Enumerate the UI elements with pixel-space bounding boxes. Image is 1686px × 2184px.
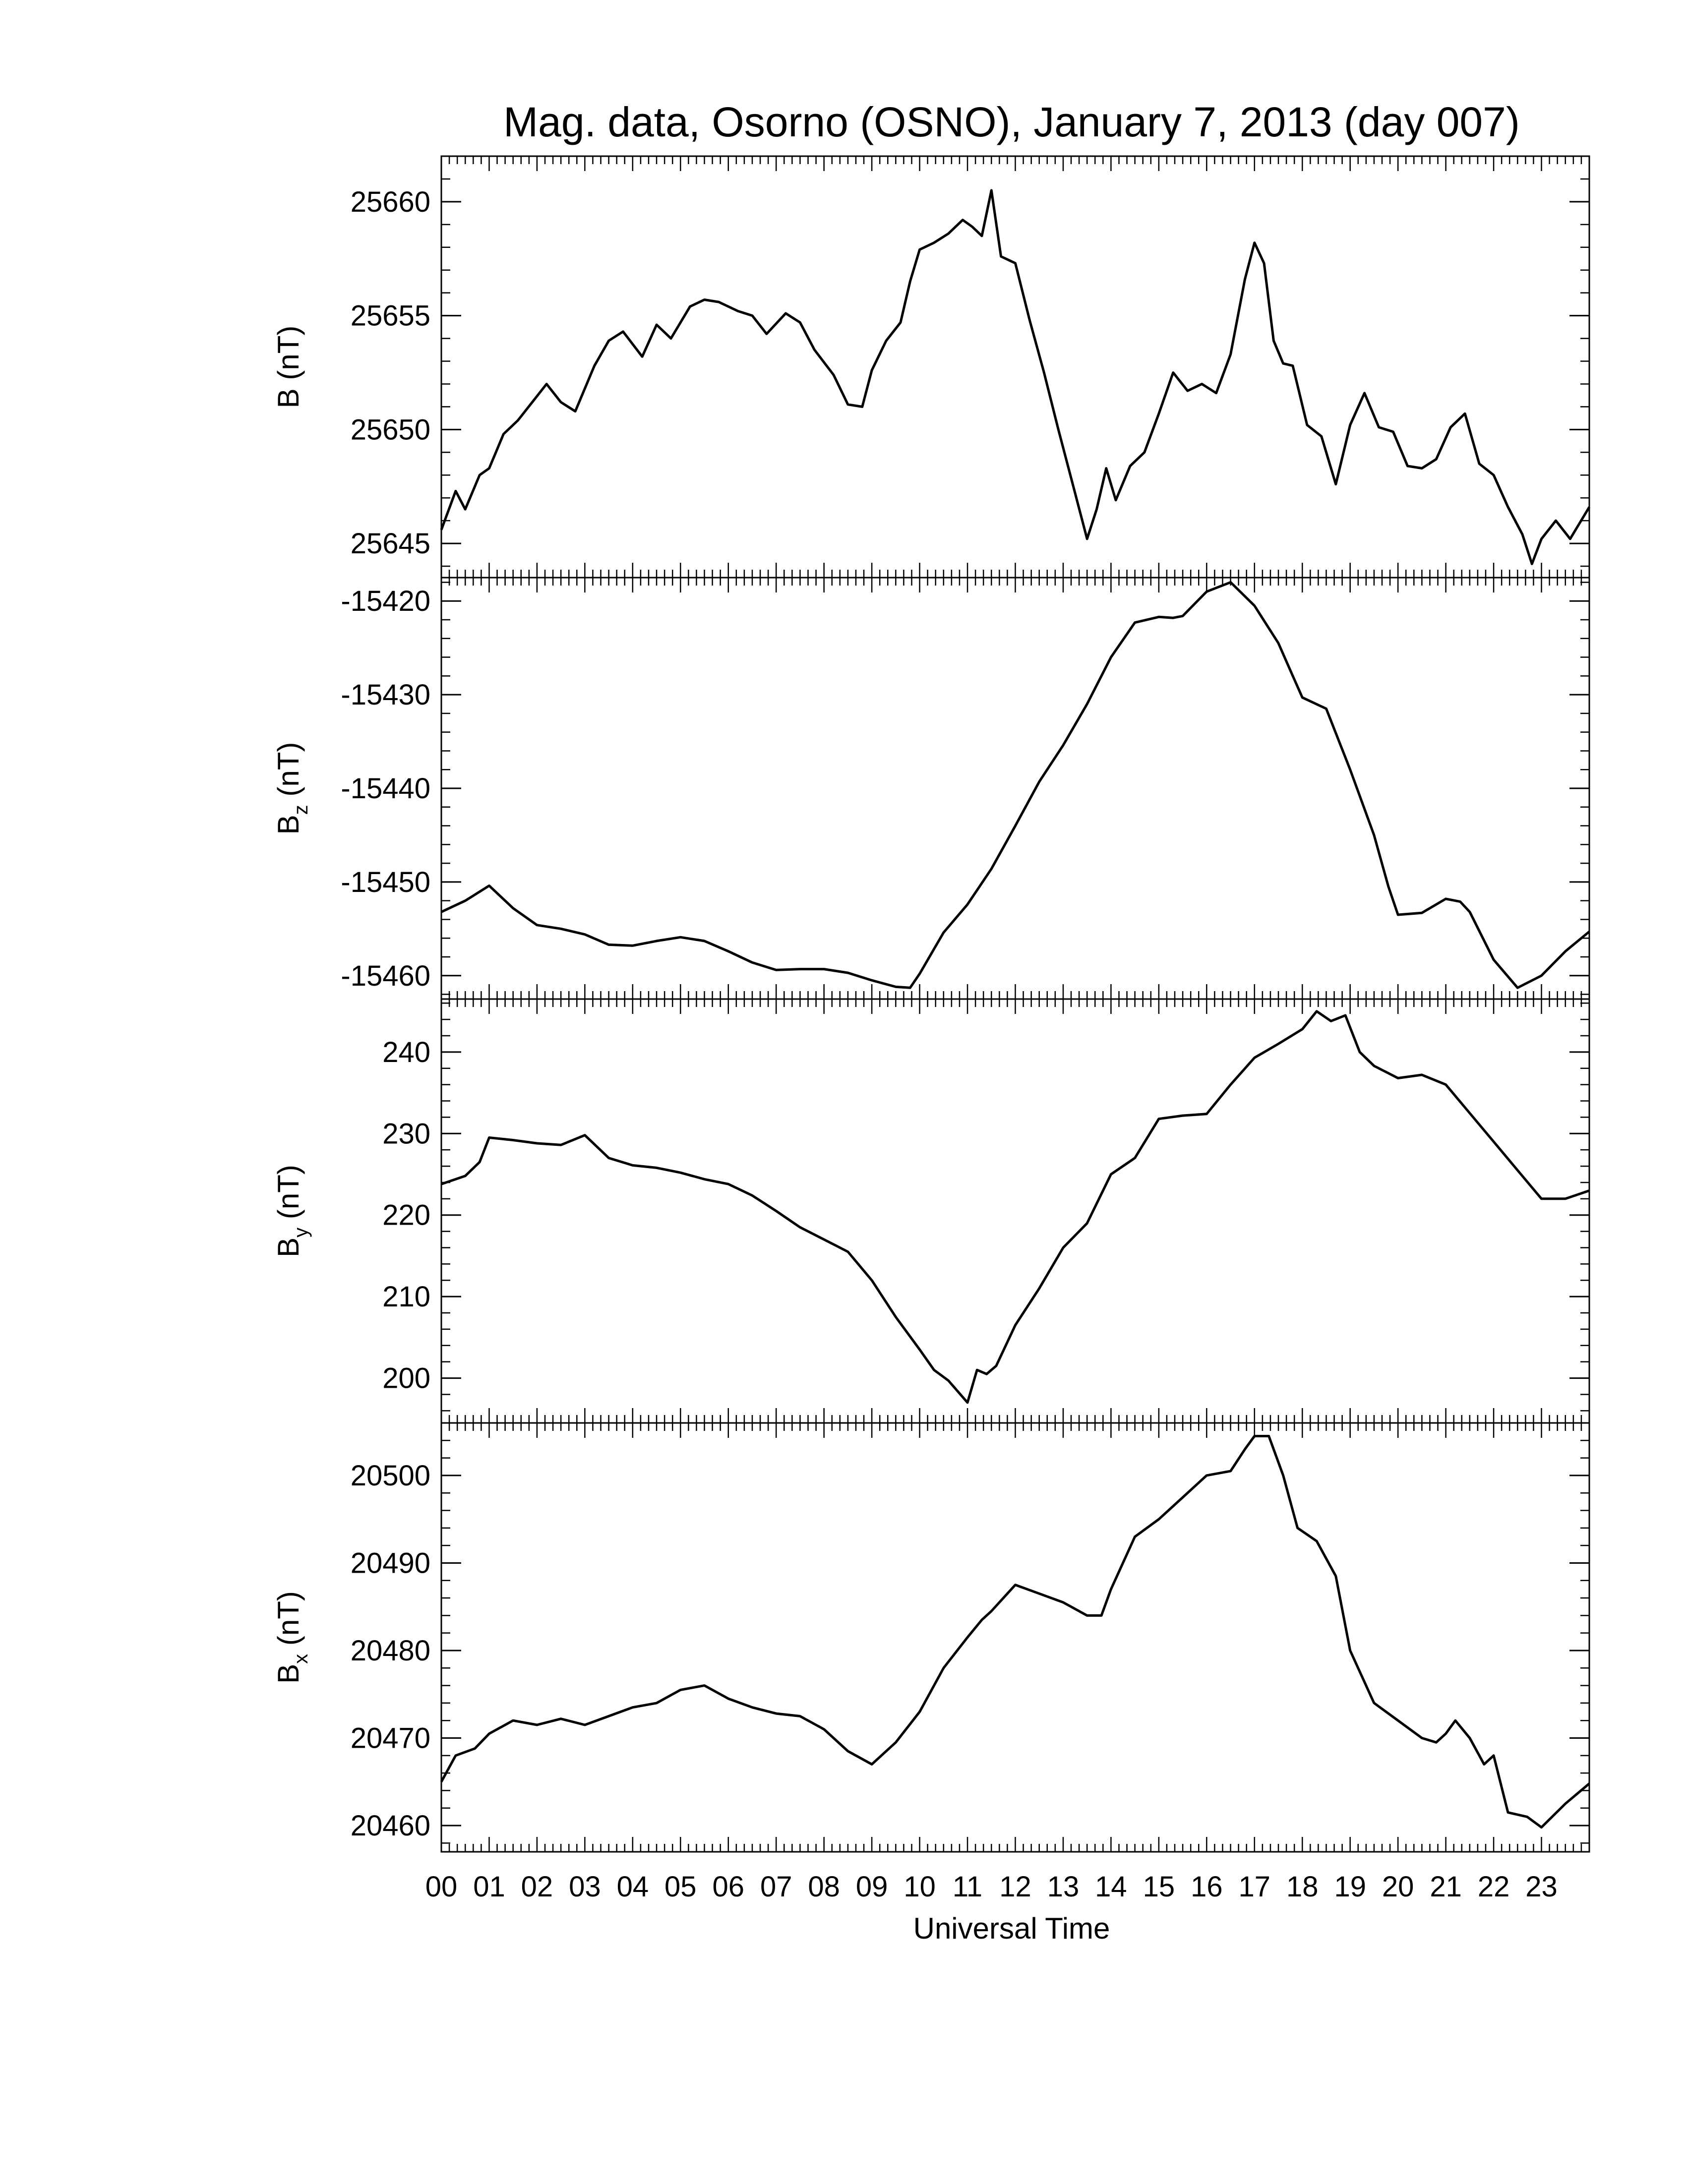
panel-frame bbox=[440, 998, 1590, 1424]
panels-group: 25645 25650 25655 25660 B (nT) -15460 -15450 -1… bbox=[272, 155, 1591, 1903]
series-line bbox=[440, 1435, 1590, 1829]
y-tick-label: -15420 bbox=[341, 585, 430, 617]
y-tick-label: -15460 bbox=[341, 960, 430, 992]
x-tick-label: 12 bbox=[999, 1871, 1031, 1903]
y-tick-label: 230 bbox=[382, 1118, 430, 1150]
x-tick-label: 01 bbox=[473, 1871, 505, 1903]
series-line bbox=[441, 1010, 1590, 1404]
x-tick-label: 21 bbox=[1430, 1871, 1462, 1903]
x-tick-label: 03 bbox=[569, 1871, 601, 1903]
y-tick-label: -15450 bbox=[341, 866, 430, 898]
y-tick-label: 25645 bbox=[351, 528, 430, 560]
x-tick-label: 23 bbox=[1525, 1871, 1558, 1903]
y-tick-label: 20460 bbox=[351, 1810, 430, 1842]
y-tick-label: 20500 bbox=[351, 1460, 430, 1492]
y-tick-label: 20490 bbox=[351, 1547, 430, 1579]
y-tick-label: 220 bbox=[382, 1199, 430, 1232]
y-axis-label: B (nT) bbox=[272, 326, 305, 409]
x-tick-label: 10 bbox=[903, 1871, 936, 1903]
x-tick-label: 07 bbox=[760, 1871, 792, 1903]
y-tick-label: 25650 bbox=[351, 413, 430, 446]
x-tick-label: 02 bbox=[521, 1871, 553, 1903]
x-tick-label: 22 bbox=[1478, 1871, 1510, 1903]
x-tick-label: 18 bbox=[1286, 1871, 1319, 1903]
chart-title: Mag. data, Osorno (OSNO), January 7, 201… bbox=[503, 99, 1520, 145]
panel-frame bbox=[440, 155, 1590, 579]
x-axis-title: Universal Time bbox=[913, 1912, 1110, 1945]
y-tick-label: 20470 bbox=[351, 1722, 430, 1755]
x-tick-label: 16 bbox=[1191, 1871, 1223, 1903]
panel-frame bbox=[440, 1422, 1590, 1853]
y-tick-label: 25655 bbox=[351, 300, 430, 332]
x-tick-label: 09 bbox=[856, 1871, 888, 1903]
x-tick-label: 05 bbox=[664, 1871, 697, 1903]
x-tick-label: 06 bbox=[712, 1871, 744, 1903]
series-line bbox=[440, 189, 1591, 565]
x-tick-label: 13 bbox=[1047, 1871, 1080, 1903]
x-tick-label: 08 bbox=[808, 1871, 840, 1903]
y-tick-label: 210 bbox=[382, 1281, 430, 1313]
x-tick-label: 00 bbox=[425, 1871, 458, 1903]
x-tick-label: 11 bbox=[953, 1871, 982, 1903]
y-tick-label: 200 bbox=[382, 1362, 430, 1395]
y-tick-label: 25660 bbox=[351, 186, 430, 218]
y-tick-label: -15430 bbox=[341, 679, 430, 711]
series-line bbox=[440, 581, 1590, 989]
x-tick-label: 15 bbox=[1143, 1871, 1175, 1903]
y-axis-label: Bx (nT) bbox=[272, 1591, 312, 1684]
y-axis-label: Bz (nT) bbox=[272, 742, 312, 835]
x-tick-label: 14 bbox=[1095, 1871, 1127, 1903]
y-tick-label: 240 bbox=[382, 1036, 430, 1068]
x-tick-label: 17 bbox=[1239, 1871, 1271, 1903]
y-tick-label: 20480 bbox=[351, 1635, 430, 1667]
x-tick-label: 20 bbox=[1382, 1871, 1414, 1903]
panel-frame bbox=[440, 577, 1590, 1000]
x-tick-label: 04 bbox=[617, 1871, 649, 1903]
y-tick-label: -15440 bbox=[341, 772, 430, 805]
y-axis-label: By (nT) bbox=[272, 1165, 312, 1257]
x-tick-label: 19 bbox=[1334, 1871, 1366, 1903]
